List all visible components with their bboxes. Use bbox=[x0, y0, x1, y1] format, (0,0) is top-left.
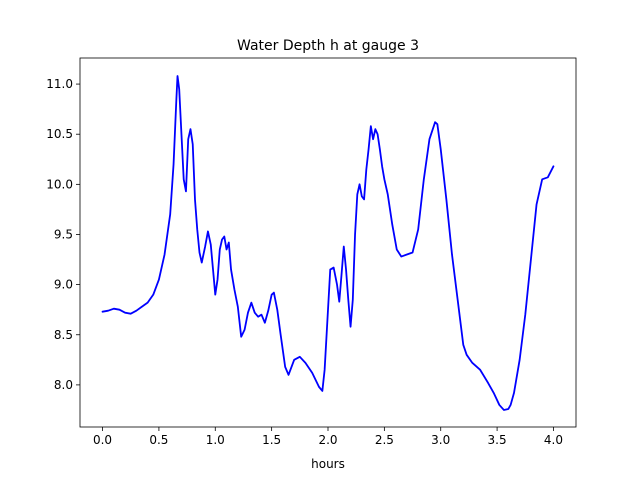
y-tick-label: 8.5 bbox=[54, 328, 73, 342]
y-axis-ticks: 8.0 8.5 9.0 9.5 10.0 10.5 11.0 bbox=[46, 77, 80, 392]
x-tick-label: 0.0 bbox=[93, 433, 112, 447]
x-tick-label: 3.5 bbox=[488, 433, 507, 447]
x-tick-label: 2.5 bbox=[375, 433, 394, 447]
x-tick-label: 1.5 bbox=[262, 433, 281, 447]
x-tick-label: 0.5 bbox=[149, 433, 168, 447]
series-line bbox=[101, 75, 555, 411]
y-tick-label: 10.5 bbox=[46, 127, 73, 141]
x-tick-label: 4.0 bbox=[544, 433, 563, 447]
x-axis-label: hours bbox=[311, 457, 345, 471]
x-tick-label: 3.0 bbox=[431, 433, 450, 447]
y-tick-label: 10.0 bbox=[46, 177, 73, 191]
y-tick-label: 9.5 bbox=[54, 227, 73, 241]
x-tick-label: 1.0 bbox=[206, 433, 225, 447]
y-tick-label: 9.0 bbox=[54, 278, 73, 292]
chart-title: Water Depth h at gauge 3 bbox=[237, 38, 419, 54]
y-tick-label: 11.0 bbox=[46, 77, 73, 91]
x-tick-label: 2.0 bbox=[318, 433, 337, 447]
x-axis-ticks: 0.0 0.5 1.0 1.5 2.0 2.5 3.0 3.5 4.0 bbox=[93, 427, 563, 447]
y-tick-label: 8.0 bbox=[54, 378, 73, 392]
plot-frame bbox=[79, 57, 577, 428]
